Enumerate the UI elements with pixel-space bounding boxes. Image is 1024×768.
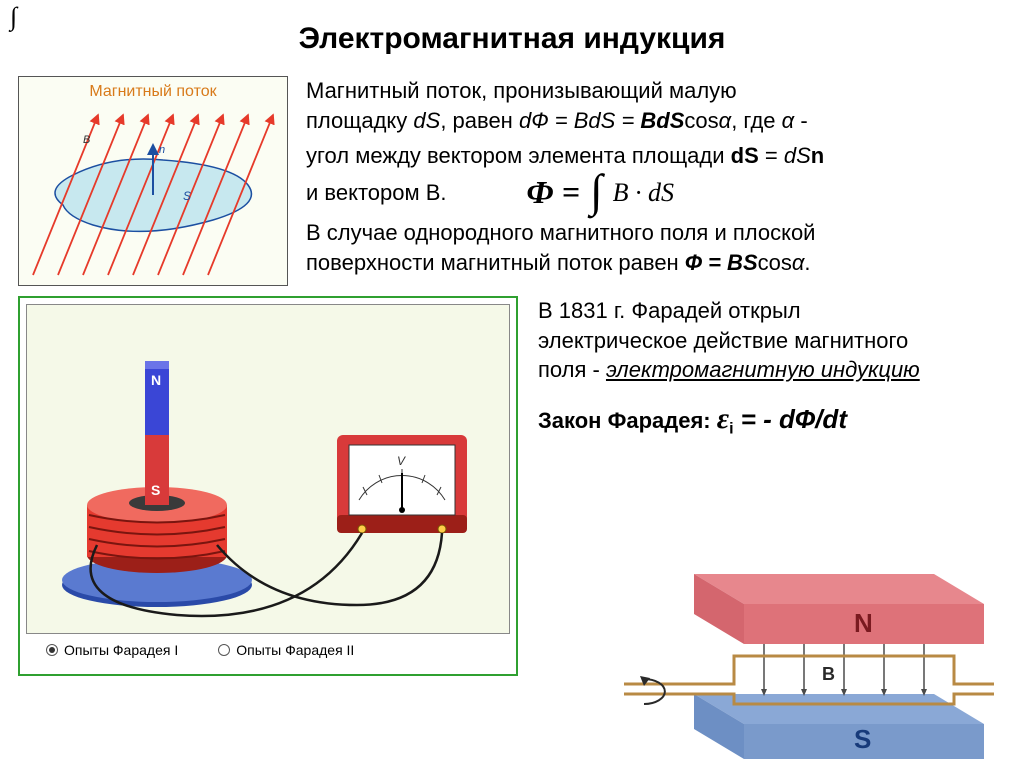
radio-label: Опыты Фарадея I <box>64 642 178 658</box>
svg-text:B: B <box>83 134 90 146</box>
t: dФ = BdS = <box>519 108 640 133</box>
stray-integral: ∫ <box>10 2 17 32</box>
t: α <box>719 108 732 133</box>
faraday-law: Закон Фарадея: εi = - dФ/dt <box>538 399 1004 440</box>
t: электрическое действие магнитного <box>538 326 1004 356</box>
fig2-radio-group: Опыты Фарадея I Опыты Фарадея II <box>26 634 510 658</box>
t: n <box>811 143 824 168</box>
page-title: Электромагнитная индукция <box>0 0 1024 56</box>
formula-phi: Ф = <box>527 171 580 214</box>
radio-icon <box>46 644 58 656</box>
t: = <box>759 143 784 168</box>
t: электромагнитную индукцию <box>606 357 920 382</box>
t: Закон Фарадея: <box>538 408 717 433</box>
t: dS <box>413 108 440 133</box>
svg-text:S: S <box>183 189 191 203</box>
fig1-title: Магнитный поток <box>23 83 283 101</box>
t: cos <box>684 108 718 133</box>
t: , где <box>731 108 781 133</box>
t: В случае однородного магнитного поля и п… <box>306 220 815 245</box>
t: BdS <box>640 108 684 133</box>
radio-label: Опыты Фарадея II <box>236 642 354 658</box>
t: угол между вектором элемента площади <box>306 143 731 168</box>
t: dS <box>731 143 759 168</box>
epsilon: ε <box>717 402 729 435</box>
figure-magnet-loop: S N B <box>564 544 1004 764</box>
t: . <box>804 250 810 275</box>
fig2-svg: N S V <box>27 305 513 633</box>
t: , равен <box>440 108 519 133</box>
radio-icon <box>218 644 230 656</box>
law-rhs: = - dФ/dt <box>734 404 847 434</box>
figure-faraday-experiment: N S V <box>18 296 518 676</box>
t: - <box>794 108 807 133</box>
t: и вектором В. <box>306 178 447 208</box>
t: Ф = BS <box>685 250 758 275</box>
radio-faraday-2[interactable]: Опыты Фарадея II <box>218 642 354 658</box>
formula-bds: B · dS <box>613 175 674 210</box>
t: Магнитный поток, пронизывающий малую <box>306 78 737 103</box>
svg-text:n: n <box>159 144 165 156</box>
svg-text:N: N <box>151 372 161 388</box>
t: площадку <box>306 108 413 133</box>
svg-text:N: N <box>854 608 873 638</box>
integral-symbol: ∫ <box>590 177 603 205</box>
figure-magnetic-flux: Магнитный поток <box>18 76 288 286</box>
t: cos <box>758 250 792 275</box>
svg-text:S: S <box>854 724 871 754</box>
t: В 1831 г. Фарадей открыл <box>538 296 1004 326</box>
svg-text:S: S <box>151 482 160 498</box>
paragraph-flux: Магнитный поток, пронизывающий малую пло… <box>306 76 1000 286</box>
svg-text:B: B <box>822 664 835 684</box>
t: α <box>792 250 805 275</box>
t: поля - <box>538 357 606 382</box>
t: dS <box>784 143 811 168</box>
svg-text:V: V <box>397 454 406 468</box>
t: поверхности магнитный поток равен <box>306 250 685 275</box>
fig1-svg: B n S <box>23 105 283 281</box>
t: α <box>782 108 795 133</box>
radio-faraday-1[interactable]: Опыты Фарадея I <box>46 642 178 658</box>
